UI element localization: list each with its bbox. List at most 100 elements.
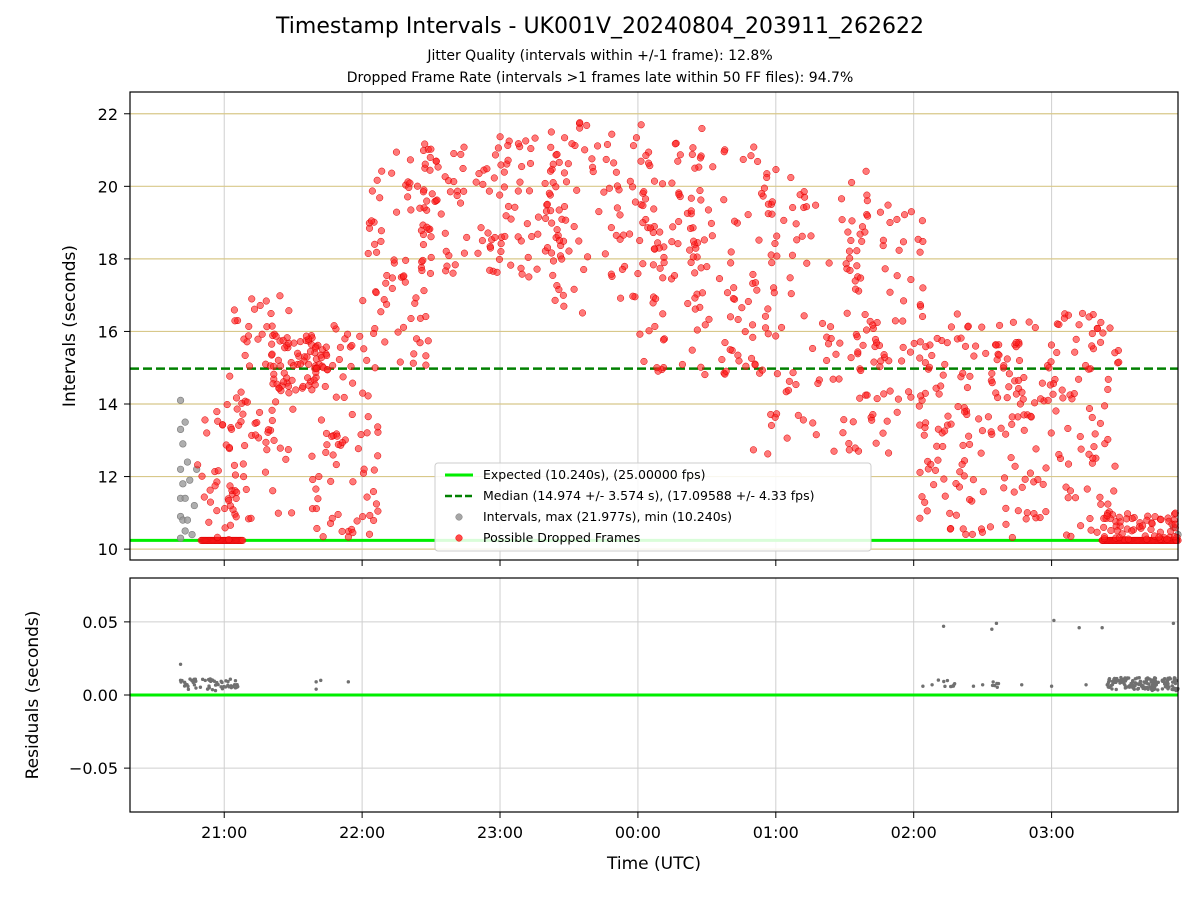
dropped-point-1177 <box>1009 318 1017 326</box>
interval-point-15 <box>188 531 196 539</box>
dropped-point-676 <box>583 121 591 129</box>
dropped-point-178 <box>258 330 266 338</box>
dropped-point-656 <box>613 182 621 190</box>
dropped-point-1071 <box>944 412 952 420</box>
dropped-point-439 <box>427 253 435 261</box>
dropped-point-204 <box>262 438 270 446</box>
residual-point-72 <box>233 678 238 683</box>
dropped-point-436 <box>496 133 504 141</box>
dropped-point-894 <box>773 252 781 260</box>
dropped-point-862 <box>802 203 811 211</box>
dropped-point-887 <box>830 447 838 455</box>
dropped-point-288 <box>315 472 323 481</box>
dropped-point-541 <box>442 247 450 255</box>
dropped-point-773 <box>659 336 668 344</box>
residual-point-236 <box>1142 680 1146 684</box>
dropped-point-336 <box>357 431 365 439</box>
dropped-point-889 <box>879 429 887 437</box>
dropped-point-366 <box>396 358 404 366</box>
dropped-point-904 <box>891 317 899 325</box>
dropped-point-960 <box>864 212 872 220</box>
dropped-point-185 <box>233 488 241 496</box>
dropped-point-1166 <box>1008 533 1016 542</box>
residual-point-256 <box>1129 681 1133 686</box>
dropped-point-860 <box>809 419 817 427</box>
dropped-point-1194 <box>1055 320 1063 329</box>
dropped-point-1004 <box>969 476 977 484</box>
dropped-point-879 <box>764 200 772 208</box>
residual-point-199 <box>1164 685 1169 689</box>
dropped-point-431 <box>383 271 391 280</box>
dropped-point-915 <box>846 266 854 274</box>
dropped-point-570 <box>549 160 557 168</box>
residual-point-244 <box>1160 687 1165 691</box>
dropped-point-776 <box>650 177 659 185</box>
dropped-point-253 <box>290 362 298 370</box>
dropped-point-413 <box>394 328 402 336</box>
dropped-point-1012 <box>932 384 940 392</box>
dropped-point-726 <box>749 321 757 329</box>
dropped-point-985 <box>935 390 943 398</box>
dropped-point-1073 <box>922 343 930 351</box>
dropped-point-1114 <box>1091 430 1099 438</box>
dropped-point-1006 <box>916 514 924 522</box>
dropped-point-1016 <box>959 369 967 377</box>
dropped-point-286 <box>327 477 335 485</box>
residual-point-252 <box>1150 679 1154 684</box>
dropped-point-586 <box>608 130 616 138</box>
dropped-point-241 <box>281 344 289 352</box>
dropped-point-1092 <box>1085 404 1094 413</box>
residual-point-60 <box>182 684 187 688</box>
dropped-point-287 <box>314 495 322 503</box>
residual-point-247 <box>1144 680 1149 684</box>
dropped-point-989 <box>941 492 949 500</box>
dropped-point-1160 <box>1008 413 1016 421</box>
dropped-point-827 <box>863 191 871 199</box>
dropped-point-1273 <box>1171 509 1179 517</box>
dropped-point-497 <box>428 190 436 198</box>
dropped-point-205 <box>253 419 261 427</box>
dropped-point-606 <box>595 208 603 216</box>
dropped-point-583 <box>658 180 667 188</box>
dropped-point-624 <box>559 291 567 299</box>
dropped-point-963 <box>886 387 894 395</box>
residual-point-243 <box>1150 688 1155 692</box>
residual-point-74 <box>235 682 239 687</box>
dropped-point-301 <box>313 524 321 533</box>
dropped-point-796 <box>800 312 808 320</box>
dropped-point-518 <box>446 188 454 196</box>
dropped-point-1057 <box>1000 474 1009 482</box>
dropped-point-443 <box>525 187 534 195</box>
dropped-point-129 <box>226 482 234 490</box>
dropped-point-169 <box>267 309 275 318</box>
dropped-point-604 <box>602 155 610 163</box>
dropped-point-1027 <box>934 425 942 433</box>
dropped-point-1163 <box>1075 321 1083 329</box>
dropped-point-736 <box>727 248 735 256</box>
dropped-point-1268 <box>1118 530 1126 538</box>
dropped-point-440 <box>534 230 542 238</box>
dropped-point-650 <box>589 168 597 176</box>
dropped-point-692 <box>659 310 667 318</box>
dropped-point-806 <box>863 326 871 334</box>
dropped-point-1067 <box>918 493 926 501</box>
dropped-point-703 <box>670 271 679 280</box>
dropped-point-920 <box>846 254 854 262</box>
dropped-point-423 <box>388 284 396 292</box>
dropped-point-1227 <box>1100 523 1108 531</box>
top-axes: 10 12 14 16 18 20 22 Intervals (seconds) <box>60 91 1179 566</box>
dropped-point-1199 <box>1111 349 1119 357</box>
residual-point-11 <box>990 627 994 631</box>
dropped-point-458 <box>457 150 465 158</box>
dropped-point-721 <box>640 357 648 365</box>
dropped-point-787 <box>753 286 761 294</box>
dropped-point-1083 <box>1015 356 1024 365</box>
dropped-point-276 <box>302 332 310 340</box>
interval-point-3 <box>176 465 185 473</box>
dropped-point-469 <box>460 187 468 195</box>
chart-subtitle-jitter: Jitter Quality (intervals within +/-1 fr… <box>427 48 773 64</box>
dropped-point-1212 <box>1018 388 1026 396</box>
dropped-point-1269 <box>1163 535 1171 543</box>
dropped-point-1183 <box>1066 487 1074 495</box>
residual-point-3 <box>314 687 318 691</box>
